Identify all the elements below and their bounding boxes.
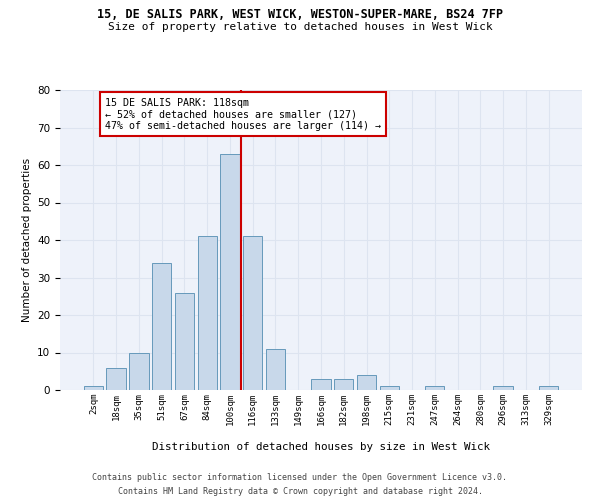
Bar — [106, 368, 126, 390]
Bar — [175, 292, 194, 390]
Text: Size of property relative to detached houses in West Wick: Size of property relative to detached ho… — [107, 22, 493, 32]
Bar — [243, 236, 262, 390]
Bar — [152, 262, 172, 390]
Bar — [266, 349, 285, 390]
Text: Contains public sector information licensed under the Open Government Licence v3: Contains public sector information licen… — [92, 472, 508, 482]
Bar — [493, 386, 513, 390]
Bar — [539, 386, 558, 390]
Y-axis label: Number of detached properties: Number of detached properties — [22, 158, 32, 322]
Bar — [357, 375, 376, 390]
Bar — [380, 386, 399, 390]
Bar — [84, 386, 103, 390]
Text: Contains HM Land Registry data © Crown copyright and database right 2024.: Contains HM Land Registry data © Crown c… — [118, 488, 482, 496]
Bar — [129, 352, 149, 390]
Bar — [311, 379, 331, 390]
Text: 15, DE SALIS PARK, WEST WICK, WESTON-SUPER-MARE, BS24 7FP: 15, DE SALIS PARK, WEST WICK, WESTON-SUP… — [97, 8, 503, 20]
Bar — [220, 154, 239, 390]
Bar — [425, 386, 445, 390]
Text: Distribution of detached houses by size in West Wick: Distribution of detached houses by size … — [152, 442, 490, 452]
Bar — [334, 379, 353, 390]
Bar — [197, 236, 217, 390]
Text: 15 DE SALIS PARK: 118sqm
← 52% of detached houses are smaller (127)
47% of semi-: 15 DE SALIS PARK: 118sqm ← 52% of detach… — [105, 98, 381, 130]
